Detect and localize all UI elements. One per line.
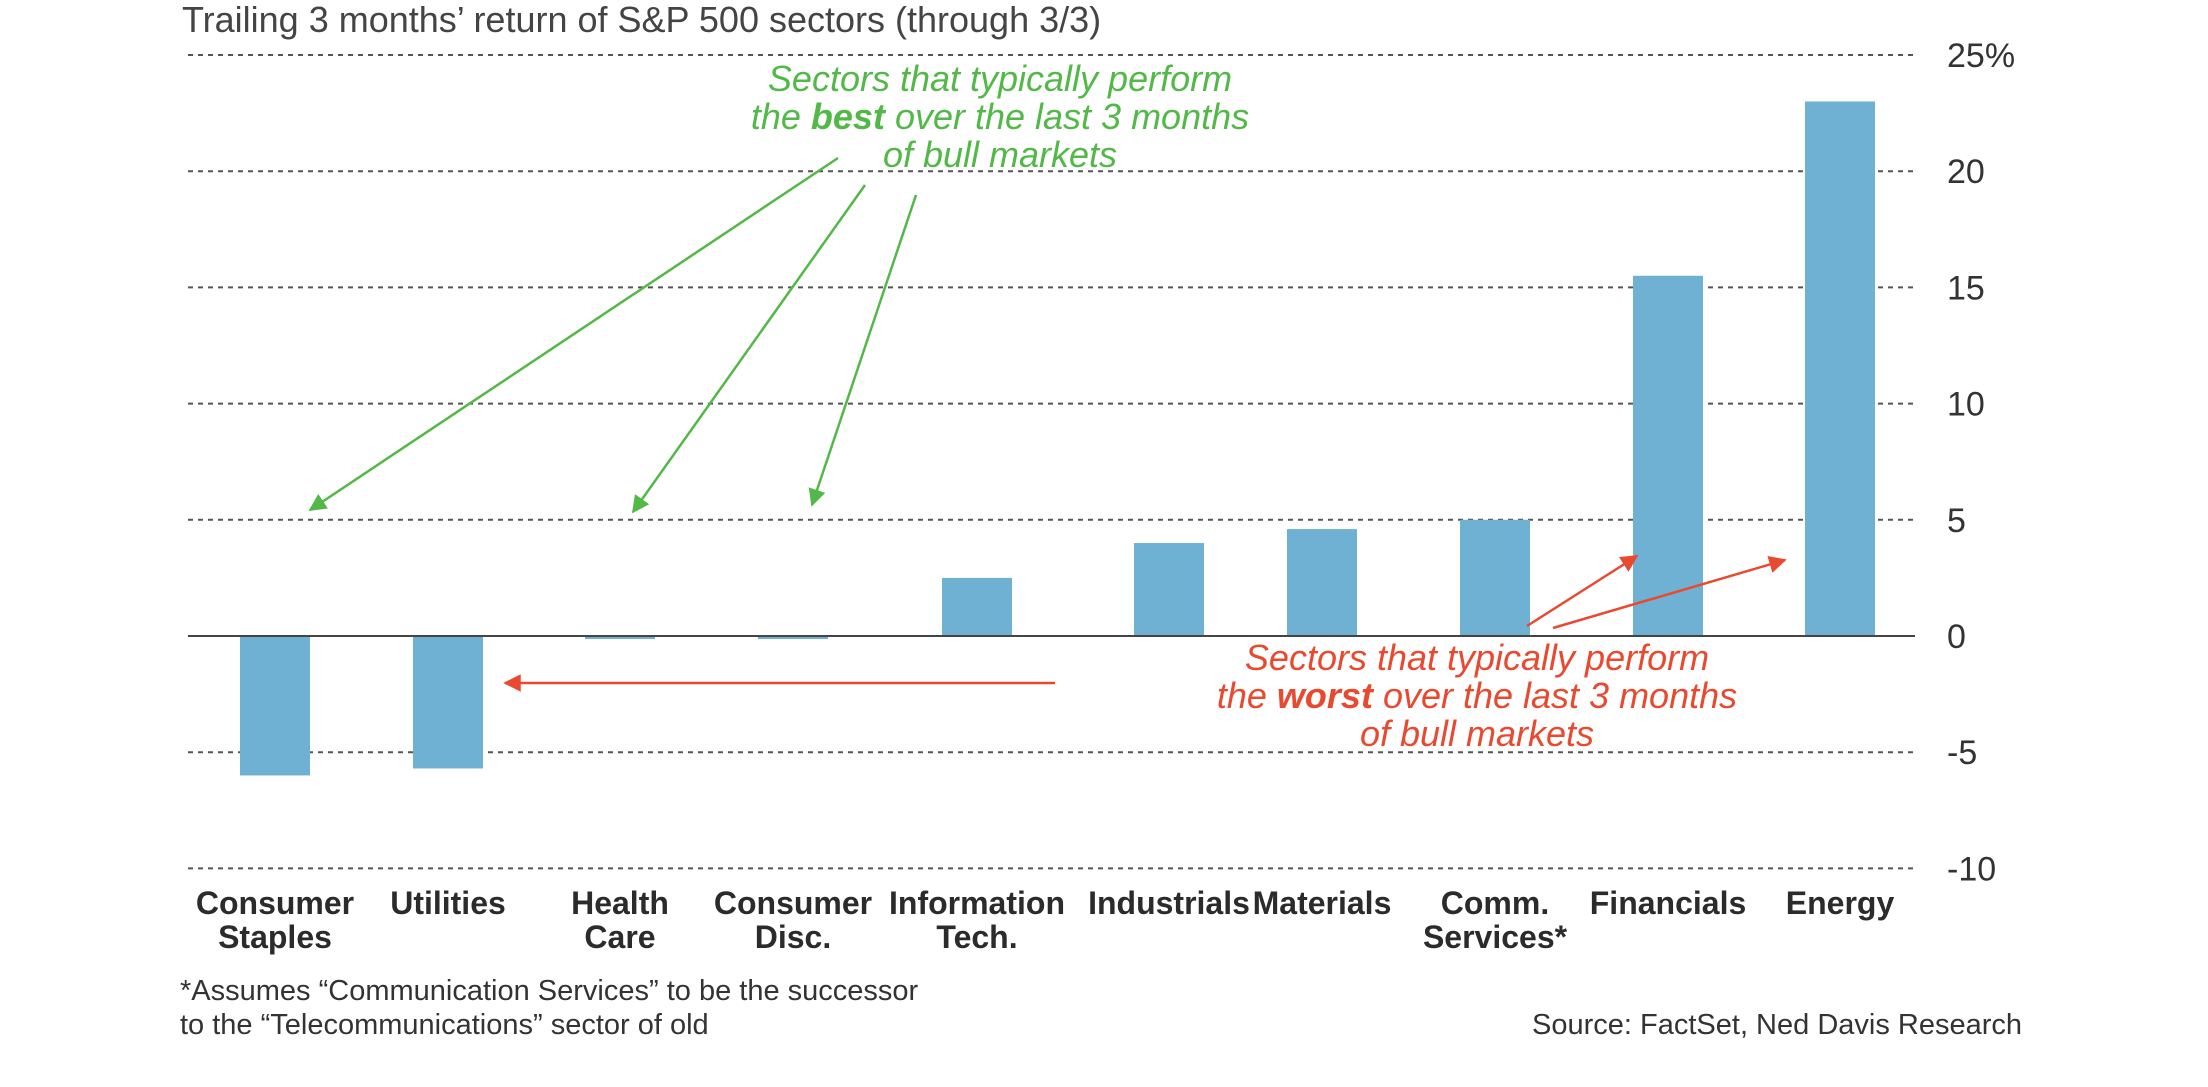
category-label: Utilities	[390, 885, 506, 921]
category-label: Tech.	[936, 919, 1017, 955]
footnote-line-2: to the “Telecommunications” sector of ol…	[180, 1009, 709, 1041]
y-tick-label: 15	[1947, 269, 1985, 307]
category-label: Staples	[218, 919, 332, 955]
bar	[585, 636, 655, 639]
annotation-arrow	[1526, 554, 1639, 628]
category-label: Health	[571, 885, 669, 921]
annotation-line: of bull markets	[1360, 713, 1594, 754]
category-label: Financials	[1590, 885, 1747, 921]
category-label: Information	[889, 885, 1065, 921]
bar	[413, 636, 483, 769]
y-tick-label: 20	[1947, 153, 1985, 191]
annotation-arrow	[808, 194, 918, 507]
source-text: Source: FactSet, Ned Davis Research	[1532, 1009, 2022, 1041]
y-tick-label: 10	[1947, 386, 1985, 424]
annotation-line: Sectors that typically perform	[1245, 637, 1709, 678]
category-label: Consumer	[714, 885, 872, 921]
bar	[240, 636, 310, 776]
category-label: Energy	[1786, 885, 1895, 921]
chart-title: Trailing 3 months’ return of S&P 500 sec…	[182, 0, 1101, 40]
bar	[758, 636, 828, 639]
annotation-line: of bull markets	[883, 134, 1117, 175]
category-label: Industrials	[1088, 885, 1250, 921]
grid-lines	[188, 54, 1915, 870]
annotation-line: the worst over the last 3 months	[1217, 675, 1737, 716]
annotation-arrow	[308, 156, 839, 512]
category-label: Disc.	[755, 919, 831, 955]
annotation-line: Sectors that typically perform	[768, 58, 1232, 99]
bar	[1633, 275, 1703, 636]
bars	[240, 101, 1875, 776]
y-tick-label: -5	[1947, 734, 1977, 772]
y-tick-label: 5	[1947, 502, 1966, 540]
footnote-line-1: *Assumes “Communication Services” to be …	[180, 975, 919, 1007]
y-axis-ticks: 25% 20 15 10 5 0 -5 -10	[1947, 37, 2015, 888]
bar	[1805, 101, 1875, 637]
bar	[1460, 519, 1530, 636]
annotation-arrow	[631, 184, 867, 514]
category-label: Consumer	[196, 885, 354, 921]
category-label: Services*	[1423, 919, 1568, 955]
y-tick-label: -10	[1947, 850, 1996, 888]
bar	[1134, 543, 1204, 636]
bar	[942, 577, 1012, 636]
category-label: Comm.	[1441, 885, 1549, 921]
category-label: Materials	[1253, 885, 1392, 921]
category-label: Care	[584, 919, 655, 955]
y-tick-label: 25%	[1947, 37, 2015, 75]
annotation-arrow	[1552, 556, 1787, 630]
bar	[1287, 529, 1357, 636]
annotation-arrows	[308, 156, 1787, 692]
annotation-line: the best over the last 3 months	[751, 96, 1249, 137]
y-tick-label: 0	[1947, 618, 1966, 656]
